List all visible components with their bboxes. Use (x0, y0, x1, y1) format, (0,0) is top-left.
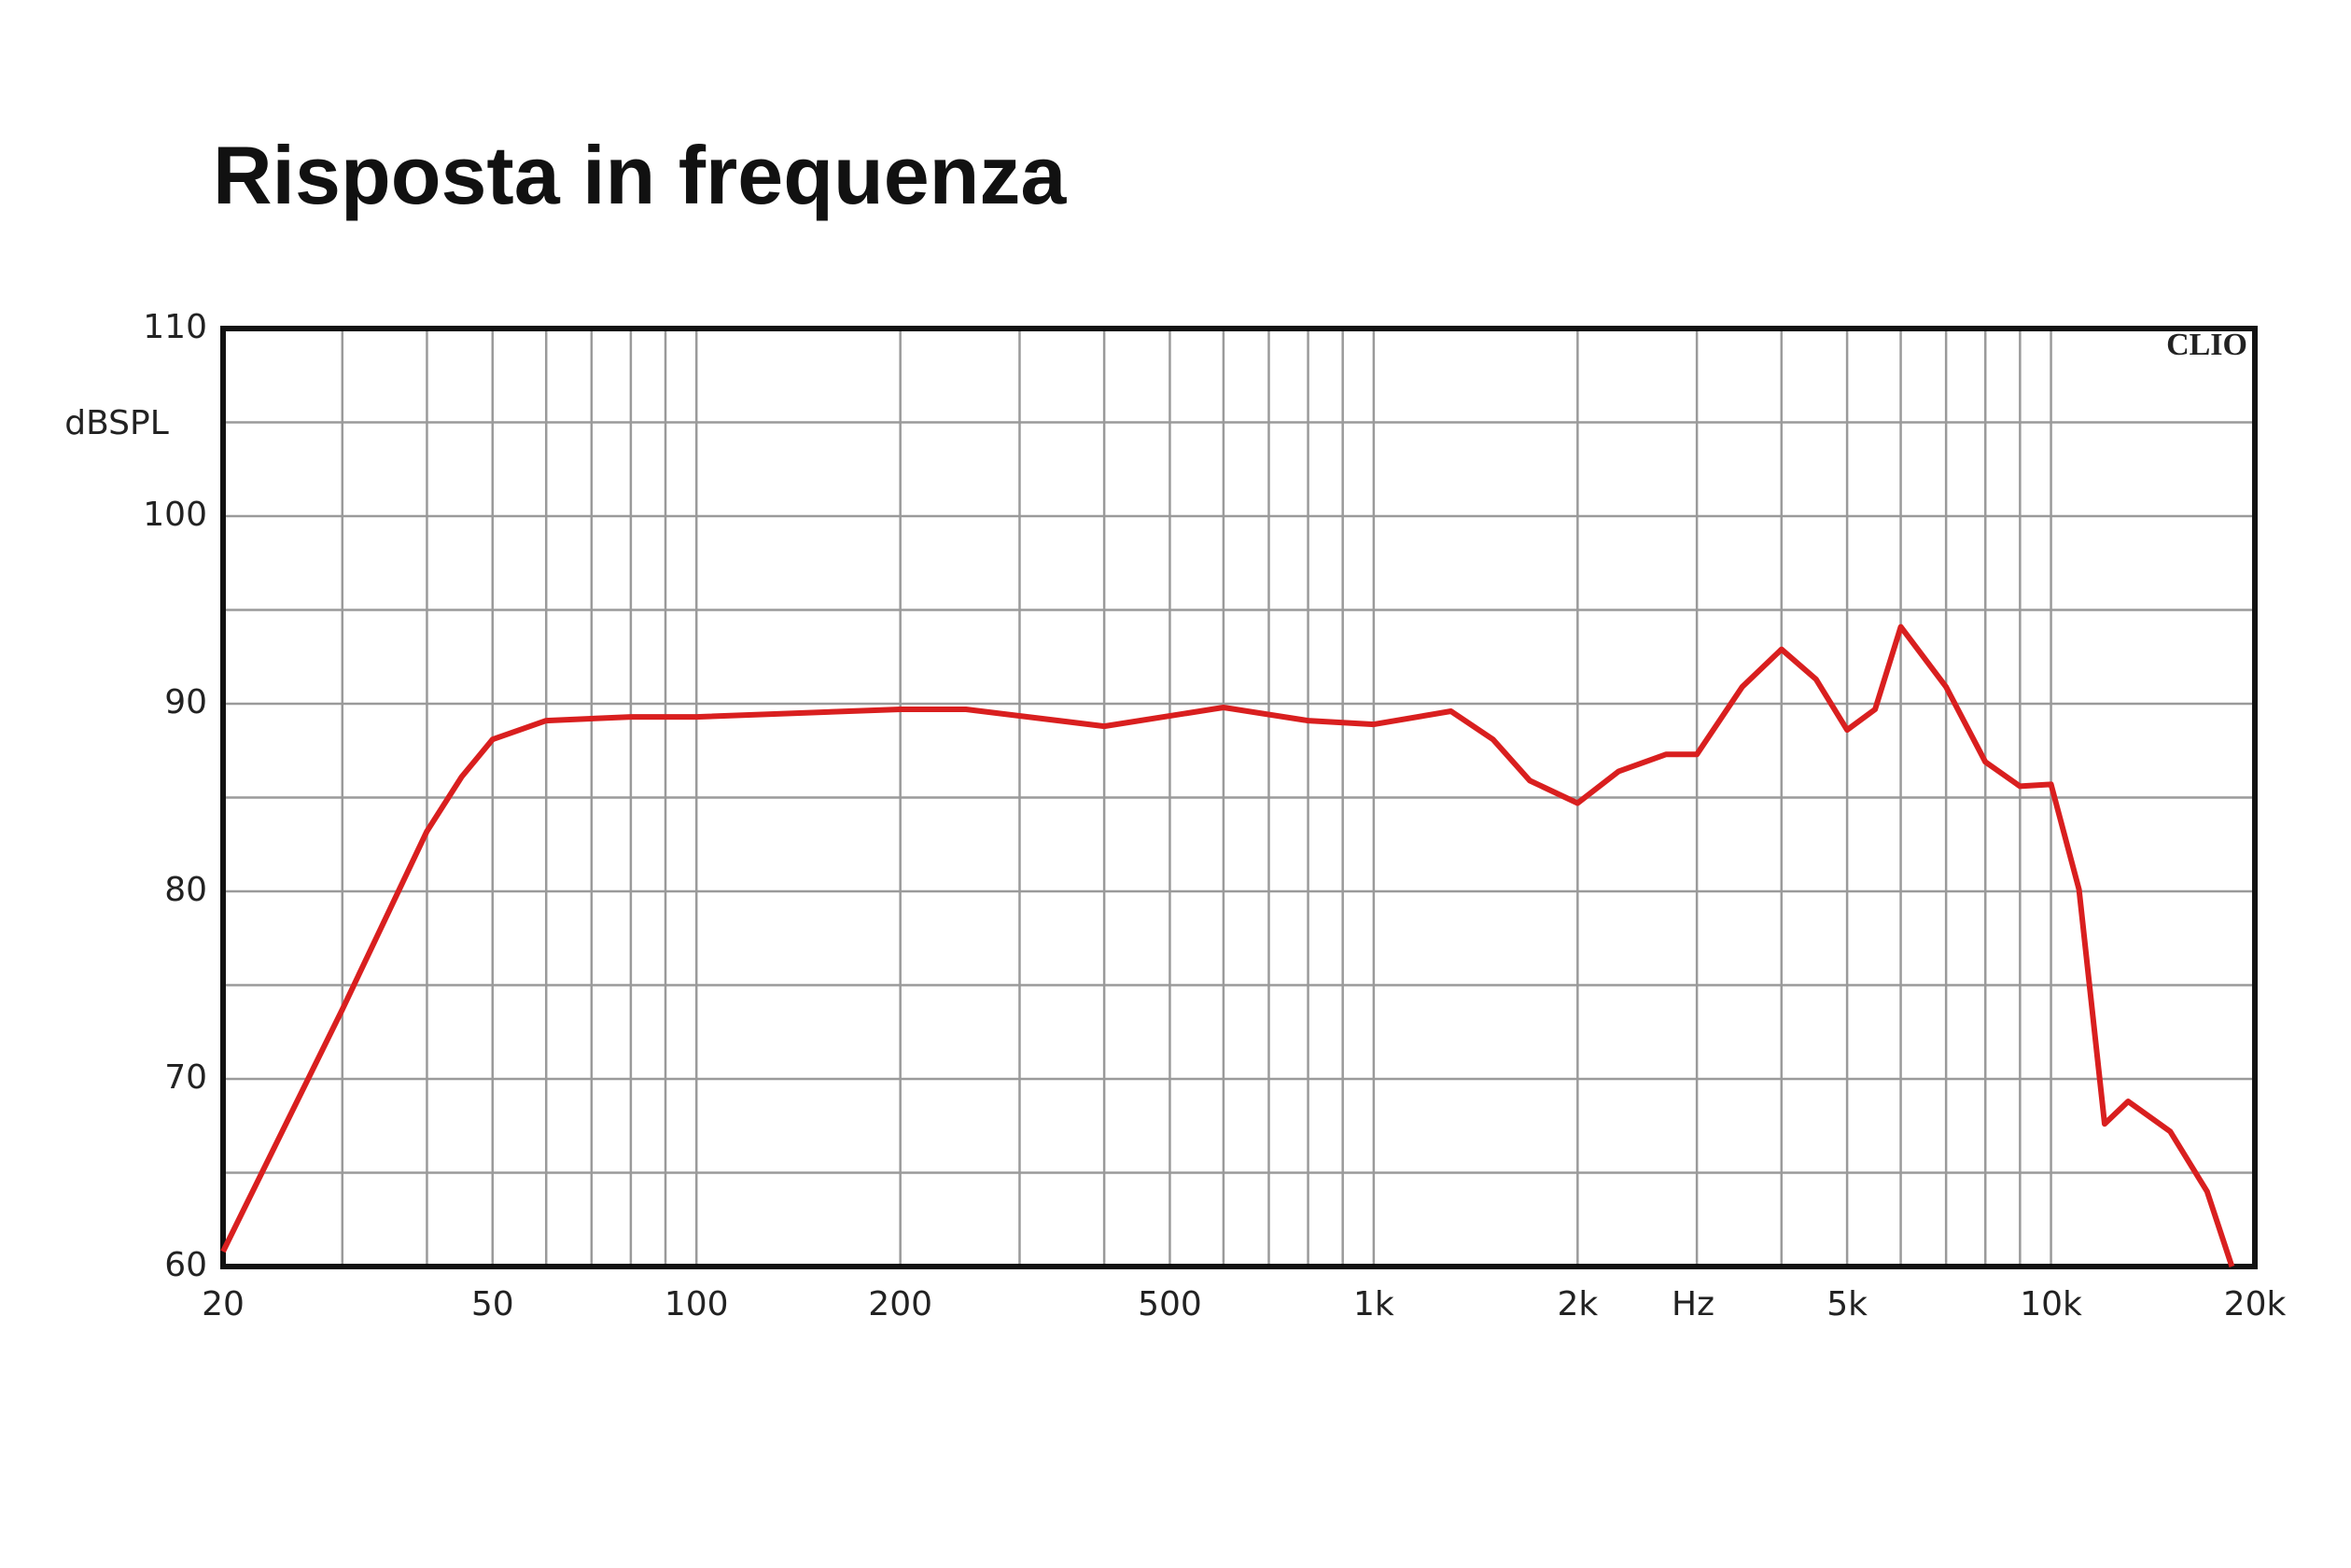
x-tick-label: 10k (2020, 1285, 2082, 1323)
x-tick-label: 100 (665, 1285, 729, 1323)
y-axis-label: dBSPL (64, 404, 169, 442)
annotation: CLIO (2166, 328, 2247, 362)
chart-title: Risposta in frequenza (213, 129, 1067, 221)
x-tick-label: 20k (2224, 1285, 2287, 1323)
x-tick-label: 1k (1353, 1285, 1394, 1323)
x-tick-label: 200 (868, 1285, 932, 1323)
y-tick-label: 110 (143, 308, 207, 346)
y-tick-label: 80 (164, 871, 207, 909)
x-tick-label: 2k (1557, 1285, 1598, 1323)
y-tick-label: 60 (164, 1246, 207, 1284)
x-axis-label: Hz (1672, 1285, 1714, 1323)
plot-frame (220, 326, 2258, 1269)
x-tick-label: 500 (1138, 1285, 1202, 1323)
x-tick-label: 20 (202, 1285, 245, 1323)
response-line (220, 623, 2235, 1267)
y-tick-label: 90 (164, 683, 207, 721)
y-tick-label: 100 (143, 496, 207, 534)
x-tick-label: 50 (471, 1285, 514, 1323)
x-tick-label: 5k (1826, 1285, 1868, 1323)
y-tick-label: 70 (164, 1058, 207, 1097)
